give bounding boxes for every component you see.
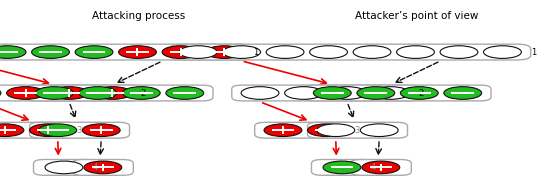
Circle shape [7,87,44,99]
Circle shape [357,87,395,99]
Circle shape [314,87,351,99]
Circle shape [0,124,24,137]
Circle shape [0,87,1,99]
Circle shape [179,46,217,58]
Circle shape [328,87,366,99]
Circle shape [266,46,304,58]
Circle shape [307,124,345,137]
Circle shape [50,87,88,99]
FancyBboxPatch shape [311,159,373,175]
Text: 1: 1 [531,48,536,57]
FancyBboxPatch shape [0,44,253,60]
Text: 3: 3 [77,126,82,135]
Circle shape [84,161,122,174]
Circle shape [400,87,438,99]
FancyBboxPatch shape [26,85,213,101]
FancyBboxPatch shape [0,122,77,138]
FancyBboxPatch shape [255,122,355,138]
FancyBboxPatch shape [350,159,411,175]
Circle shape [285,87,322,99]
Circle shape [353,46,391,58]
Circle shape [484,46,522,58]
Text: Attacking process: Attacking process [92,11,186,21]
Circle shape [122,87,160,99]
Circle shape [396,46,434,58]
Text: 2: 2 [419,89,424,97]
Circle shape [440,46,478,58]
Circle shape [39,124,77,137]
Circle shape [75,46,113,58]
Text: 3: 3 [355,126,360,135]
Circle shape [264,124,302,137]
FancyBboxPatch shape [33,159,95,175]
FancyBboxPatch shape [29,122,130,138]
Circle shape [323,161,361,174]
Circle shape [0,46,26,58]
Text: 1: 1 [253,48,258,57]
Circle shape [82,124,120,137]
Circle shape [93,87,131,99]
Circle shape [222,46,260,58]
Circle shape [162,46,200,58]
Circle shape [32,46,70,58]
Circle shape [79,87,117,99]
Text: Attacker’s point of view: Attacker’s point of view [355,11,479,21]
FancyBboxPatch shape [232,85,419,101]
FancyBboxPatch shape [72,159,133,175]
Circle shape [444,87,481,99]
Text: 4: 4 [370,163,375,172]
FancyBboxPatch shape [170,44,531,60]
Circle shape [310,46,348,58]
Circle shape [317,124,355,137]
Circle shape [360,124,398,137]
Circle shape [118,46,156,58]
Circle shape [241,87,279,99]
Circle shape [371,87,409,99]
Circle shape [45,161,83,174]
FancyBboxPatch shape [304,85,491,101]
Circle shape [29,124,67,137]
Circle shape [166,87,203,99]
Circle shape [362,161,400,174]
Circle shape [206,46,244,58]
Text: 4: 4 [92,163,97,172]
Circle shape [36,87,73,99]
FancyBboxPatch shape [0,85,141,101]
FancyBboxPatch shape [307,122,408,138]
Text: 2: 2 [141,89,146,97]
